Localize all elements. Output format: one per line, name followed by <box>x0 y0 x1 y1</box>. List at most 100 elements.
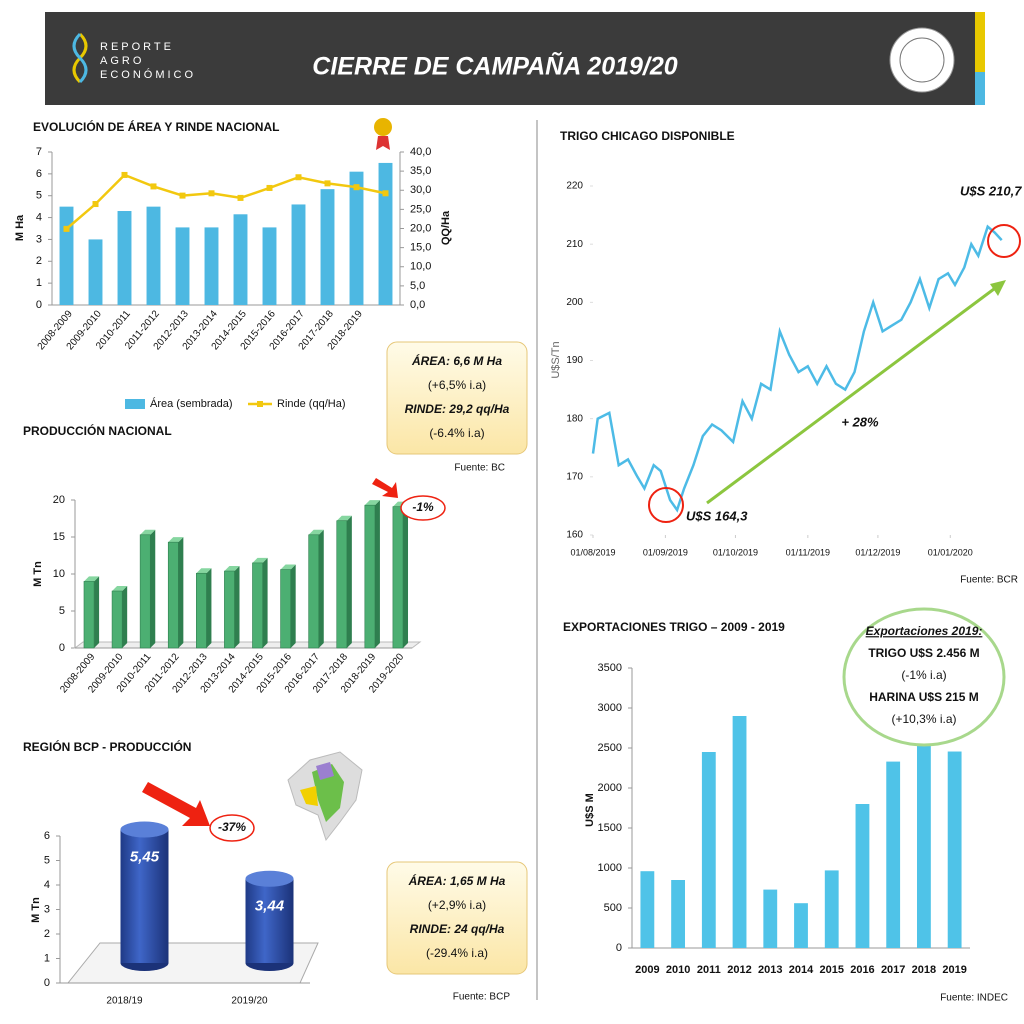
bar-top <box>112 586 128 592</box>
annotation-ring <box>400 495 446 521</box>
header-strip <box>975 72 985 105</box>
y-tick-label: 220 <box>566 181 583 192</box>
chart-title: EXPORTACIONES TRIGO – 2009 - 2019 <box>563 620 785 634</box>
chart-title: TRIGO CHICAGO DISPONIBLE <box>560 129 735 143</box>
brand-logo <box>72 32 88 84</box>
note-text: RINDE: 24 qq/Ha <box>410 922 505 936</box>
y-tick-label: 3 <box>44 903 50 915</box>
note-text: (+2,9% i.a) <box>428 898 486 912</box>
bar <box>245 878 294 963</box>
y-tick-label: 4 <box>44 879 50 891</box>
line-marker <box>266 184 273 191</box>
legend-swatch <box>257 401 263 407</box>
bar-side <box>403 501 409 648</box>
bar <box>117 211 132 305</box>
bar-top <box>168 537 184 543</box>
y-tick-label: 500 <box>604 902 622 914</box>
note-box <box>386 341 528 455</box>
x-tick-label: 2012 <box>727 964 751 976</box>
chart-title: EVOLUCIÓN DE ÁREA Y RINDE NACIONAL <box>33 119 279 134</box>
bar-side <box>150 529 156 648</box>
line-marker <box>150 183 157 190</box>
note-text: HARINA U$S 215 M <box>869 690 979 704</box>
bar <box>146 206 161 305</box>
line-marker <box>179 192 186 199</box>
x-tick-label: 01/11/2019 <box>786 547 830 557</box>
annotation-ring <box>209 814 255 842</box>
bar-top <box>308 529 324 535</box>
line <box>65 173 386 230</box>
note-text: TRIGO U$S 2.456 M <box>868 646 979 660</box>
bar-top <box>252 557 268 563</box>
bar <box>320 189 335 305</box>
legend-label: Rinde (qq/Ha) <box>277 398 345 410</box>
bar <box>111 590 123 649</box>
value-label: 5,45 <box>130 848 160 865</box>
y-tick-label: 1500 <box>598 822 622 834</box>
bar <box>233 214 248 305</box>
x-tick-label: 01/09/2019 <box>643 547 688 557</box>
y2-tick-label: 15,0 <box>410 242 431 254</box>
y-axis-label: U$S/Tn <box>550 341 562 378</box>
highlight-ring <box>648 487 684 523</box>
y-tick-label: 2 <box>44 928 50 940</box>
y-tick-label: 3500 <box>598 662 622 674</box>
institution-logo <box>889 27 955 93</box>
y-tick-label: 7 <box>36 146 42 158</box>
annotation: + 28% <box>841 414 879 429</box>
line-marker <box>63 225 70 232</box>
y2-tick-label: 10,0 <box>410 261 431 273</box>
bar-top <box>336 515 352 521</box>
highlight-ring <box>987 224 1021 258</box>
bar <box>378 162 393 305</box>
x-tick-label: 2009 <box>635 964 659 976</box>
bar-top <box>196 568 212 574</box>
trend-arrow <box>990 280 1006 296</box>
annotation: U$S 164,3 <box>686 508 748 523</box>
bar <box>916 744 931 948</box>
brand-text: AGRO <box>100 55 144 67</box>
note-text: RINDE: 29,2 qq/Ha <box>405 402 510 416</box>
bar-side <box>206 568 212 648</box>
y-tick-label: 1000 <box>598 862 622 874</box>
y2-tick-label: 20,0 <box>410 222 431 234</box>
source: Fuente: BC <box>454 463 505 474</box>
y-tick-label: 5 <box>36 190 42 202</box>
annotation: -37% <box>218 820 246 834</box>
medal <box>374 118 392 136</box>
x-tick-label: 01/12/2019 <box>855 547 900 557</box>
bar <box>349 171 364 305</box>
y2-tick-label: 40,0 <box>410 146 431 158</box>
note-text: ÁREA: 6,6 M Ha <box>411 353 502 368</box>
bar <box>196 572 207 649</box>
red-arrow <box>142 782 210 826</box>
bar <box>701 752 716 948</box>
y-tick-label: 1 <box>44 952 50 964</box>
y-tick-label: 5 <box>44 854 50 866</box>
note-text: (-29.4% i.a) <box>426 946 488 960</box>
line-marker <box>121 171 128 178</box>
y-axis-label: M Tn <box>32 561 44 587</box>
line-marker <box>208 190 215 197</box>
line-marker <box>324 180 331 187</box>
bar <box>204 227 219 305</box>
annotation: U$S 210,7 <box>960 183 1022 198</box>
x-tick-label: 01/01/2020 <box>928 547 973 557</box>
region-map <box>287 751 363 842</box>
bar-side <box>318 529 324 648</box>
y2-axis-label: QQ/Ha <box>440 210 452 245</box>
note-text: Exportaciones 2019: <box>866 624 983 638</box>
bar <box>392 506 404 649</box>
bar-side <box>94 576 100 648</box>
y-tick-label: 0 <box>44 977 50 989</box>
x-tick-label: 2015 <box>819 964 843 976</box>
line-marker <box>237 194 244 201</box>
line-marker <box>382 190 389 197</box>
legend-label: Área (sembrada) <box>150 397 233 410</box>
y-tick-label: 170 <box>566 471 583 482</box>
bar-top <box>224 566 240 572</box>
y-tick-label: 6 <box>44 830 50 842</box>
y2-tick-label: 30,0 <box>410 184 431 196</box>
y2-tick-label: 25,0 <box>410 203 431 215</box>
bar <box>336 520 348 649</box>
